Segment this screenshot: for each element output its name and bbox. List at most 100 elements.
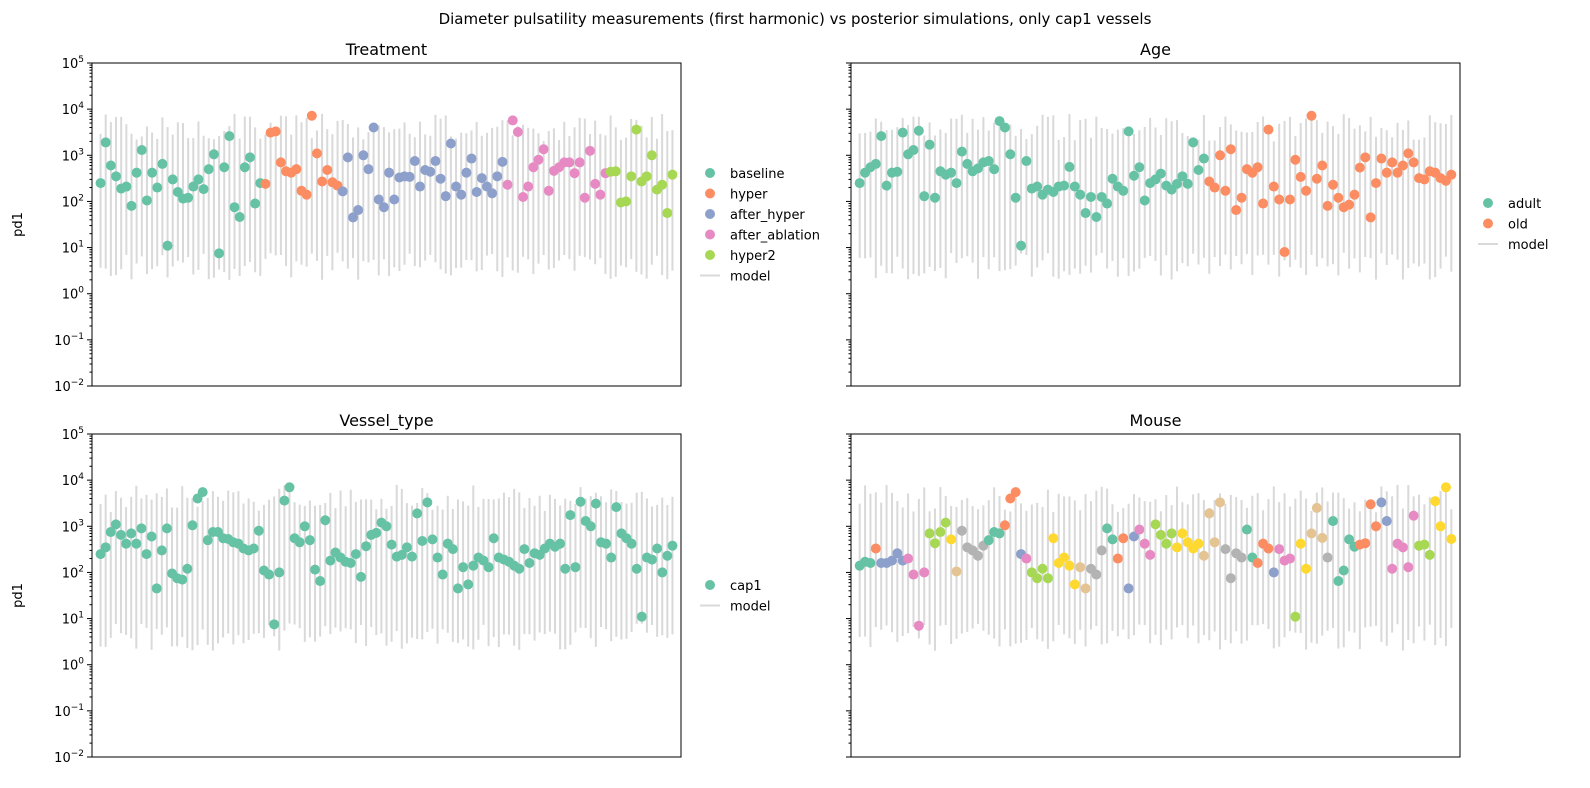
data-point (1236, 552, 1247, 563)
data-point (270, 126, 281, 137)
data-point (1344, 199, 1355, 210)
data-point (1263, 124, 1274, 135)
data-point (279, 495, 290, 506)
data-point (560, 563, 571, 574)
data-point (361, 541, 372, 552)
data-point (1016, 240, 1027, 251)
data-point (412, 508, 423, 519)
data-point (1150, 519, 1161, 530)
panel-title: Vessel_type (339, 411, 433, 431)
data-point (355, 571, 366, 582)
legend-marker (705, 188, 715, 199)
data-point (1193, 538, 1204, 549)
data-point (451, 181, 462, 192)
data-point (662, 208, 673, 219)
data-point (294, 537, 305, 548)
data-point (601, 538, 612, 549)
legend-label: model (730, 270, 770, 285)
data-point (1182, 178, 1193, 189)
data-point (115, 529, 126, 540)
legend: cap1 model (700, 579, 770, 615)
data-point (1048, 533, 1059, 544)
data-point (1360, 152, 1371, 163)
data-point (1258, 198, 1269, 209)
data-point (584, 145, 595, 156)
measurements (95, 110, 678, 259)
panel-title: Mouse (1130, 411, 1182, 430)
data-point (1263, 543, 1274, 554)
data-point (1306, 528, 1317, 539)
data-point (105, 160, 116, 171)
data-point (570, 562, 581, 573)
data-point (363, 164, 374, 175)
data-point (1397, 160, 1408, 171)
data-point (1236, 192, 1247, 203)
data-point (381, 521, 392, 532)
data-point (198, 184, 209, 195)
data-point (437, 569, 448, 580)
legend: adult old model (1478, 197, 1548, 253)
data-point (1435, 521, 1446, 532)
data-point (105, 527, 116, 538)
data-point (1440, 482, 1451, 493)
data-point (202, 535, 213, 546)
data-point (533, 154, 544, 165)
data-point (389, 194, 400, 205)
data-point (590, 178, 601, 189)
data-point (1059, 552, 1070, 563)
data-point (989, 164, 1000, 175)
data-point (1446, 534, 1457, 545)
data-point (1376, 497, 1387, 508)
data-point (146, 531, 157, 542)
legend-label: baseline (730, 167, 784, 182)
data-point (1392, 167, 1403, 178)
data-point (461, 167, 472, 178)
data-point (471, 187, 482, 198)
data-point (631, 124, 642, 135)
y-tick-label: 100 (62, 657, 85, 674)
data-point (919, 191, 930, 202)
data-point (260, 178, 271, 189)
data-point (940, 517, 951, 528)
data-point (1403, 562, 1414, 573)
data-point (126, 200, 137, 211)
data-point (929, 192, 940, 203)
legend-marker (705, 580, 715, 590)
panel-title: Treatment (345, 40, 427, 59)
data-point (463, 579, 474, 590)
data-point (1301, 563, 1312, 574)
data-point (1408, 510, 1419, 521)
data-point (1166, 528, 1177, 539)
data-point (1360, 538, 1371, 549)
axes-frame (850, 62, 1461, 387)
data-point (657, 567, 668, 578)
data-point (121, 181, 132, 192)
y-tick-label: 10−1 (54, 703, 84, 720)
data-point (348, 212, 359, 223)
data-point (422, 497, 433, 508)
panel-title: Age (1140, 40, 1171, 59)
data-point (646, 150, 657, 161)
y-tick-label: 101 (62, 611, 84, 628)
data-point (1284, 194, 1295, 205)
data-point (935, 527, 946, 538)
data-point (234, 211, 245, 222)
panel-1: Age adult old model (846, 40, 1548, 387)
data-point (304, 535, 315, 546)
legend-label: model (1508, 238, 1548, 253)
data-point (274, 567, 285, 578)
data-point (1128, 531, 1139, 542)
data-point (1134, 524, 1145, 535)
data-point (564, 157, 575, 168)
data-point (565, 510, 576, 521)
data-point (507, 115, 518, 126)
data-point (514, 563, 525, 574)
data-point (157, 158, 168, 169)
data-point (275, 157, 286, 168)
data-point (870, 543, 881, 554)
data-point (131, 167, 142, 178)
data-point (219, 162, 230, 173)
data-point (569, 168, 580, 179)
data-point (1096, 545, 1107, 556)
legend-label: cap1 (730, 579, 762, 594)
